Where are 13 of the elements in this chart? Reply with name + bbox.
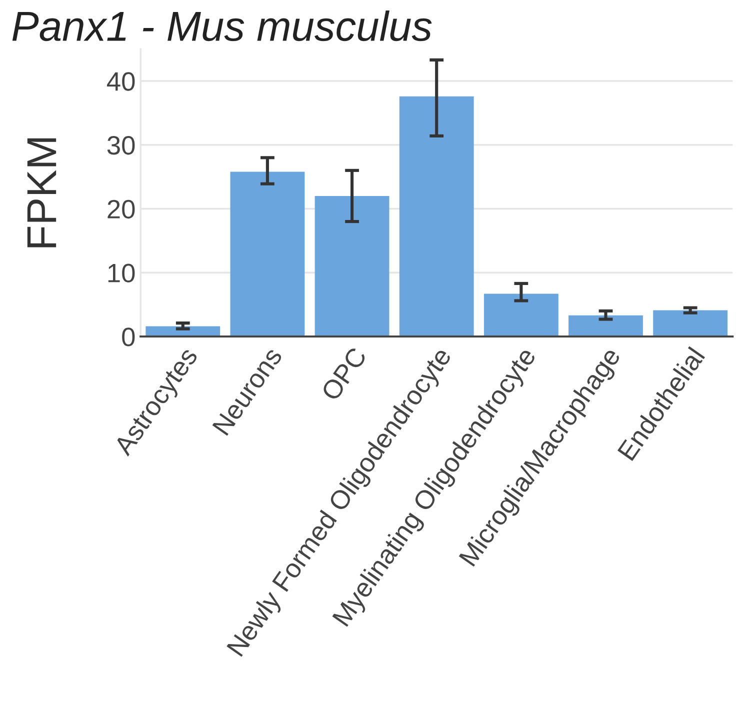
bar — [568, 315, 643, 336]
bar — [484, 294, 558, 336]
chart-title: Panx1 - Mus musculus — [12, 10, 432, 42]
bar — [230, 172, 305, 336]
y-tick-label: 10 — [108, 264, 135, 282]
y-tick-label: 40 — [106, 72, 135, 91]
y-axis-title: FPKM — [27, 138, 56, 248]
bar — [653, 310, 728, 336]
y-tick-label: 30 — [107, 136, 135, 155]
y-tick-label: 0 — [122, 328, 135, 346]
y-tick-label: 20 — [108, 200, 135, 219]
bar — [314, 196, 390, 336]
bar — [399, 96, 474, 336]
